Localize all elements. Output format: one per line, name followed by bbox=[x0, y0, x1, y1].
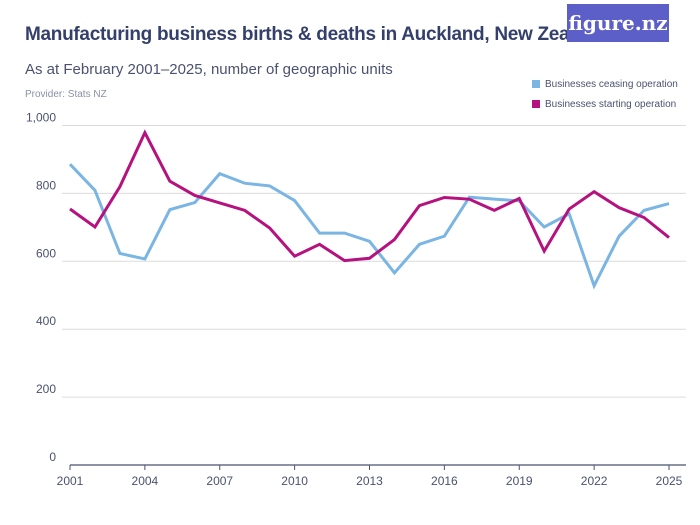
y-tick-label: 800 bbox=[36, 178, 56, 192]
x-tick-label: 2016 bbox=[431, 474, 458, 488]
legend-swatch bbox=[532, 80, 540, 88]
figure-nz-logo[interactable]: figure.nz bbox=[567, 4, 669, 42]
x-tick-label: 2010 bbox=[281, 474, 308, 488]
series-line-starting bbox=[69, 129, 670, 263]
x-tick-label: 2004 bbox=[132, 474, 159, 488]
y-tick-label: 400 bbox=[36, 314, 56, 328]
series-line-ceasing bbox=[68, 163, 670, 290]
x-tick-label: 2001 bbox=[57, 474, 84, 488]
x-tick-label: 2025 bbox=[656, 474, 683, 488]
x-tick-label: 2022 bbox=[581, 474, 608, 488]
x-tick-label: 2019 bbox=[506, 474, 533, 488]
legend: Businesses ceasing operation Businesses … bbox=[532, 74, 678, 114]
x-tick-label: 2013 bbox=[356, 474, 383, 488]
x-tick-label: 2007 bbox=[206, 474, 233, 488]
legend-item-starting: Businesses starting operation bbox=[532, 94, 678, 114]
legend-item-ceasing: Businesses ceasing operation bbox=[532, 74, 678, 94]
y-tick-label: 200 bbox=[36, 382, 56, 396]
chart-subtitle: As at February 2001–2025, number of geog… bbox=[25, 61, 393, 78]
chart-title: Manufacturing business births & deaths i… bbox=[25, 24, 608, 45]
legend-label: Businesses starting operation bbox=[545, 98, 677, 110]
y-tick-label: 1,000 bbox=[26, 111, 56, 125]
y-tick-label: 0 bbox=[49, 450, 56, 464]
legend-label: Businesses ceasing operation bbox=[545, 78, 678, 90]
provider-label: Provider: Stats NZ bbox=[25, 89, 107, 100]
y-tick-label: 600 bbox=[36, 246, 56, 260]
legend-swatch bbox=[532, 100, 540, 108]
